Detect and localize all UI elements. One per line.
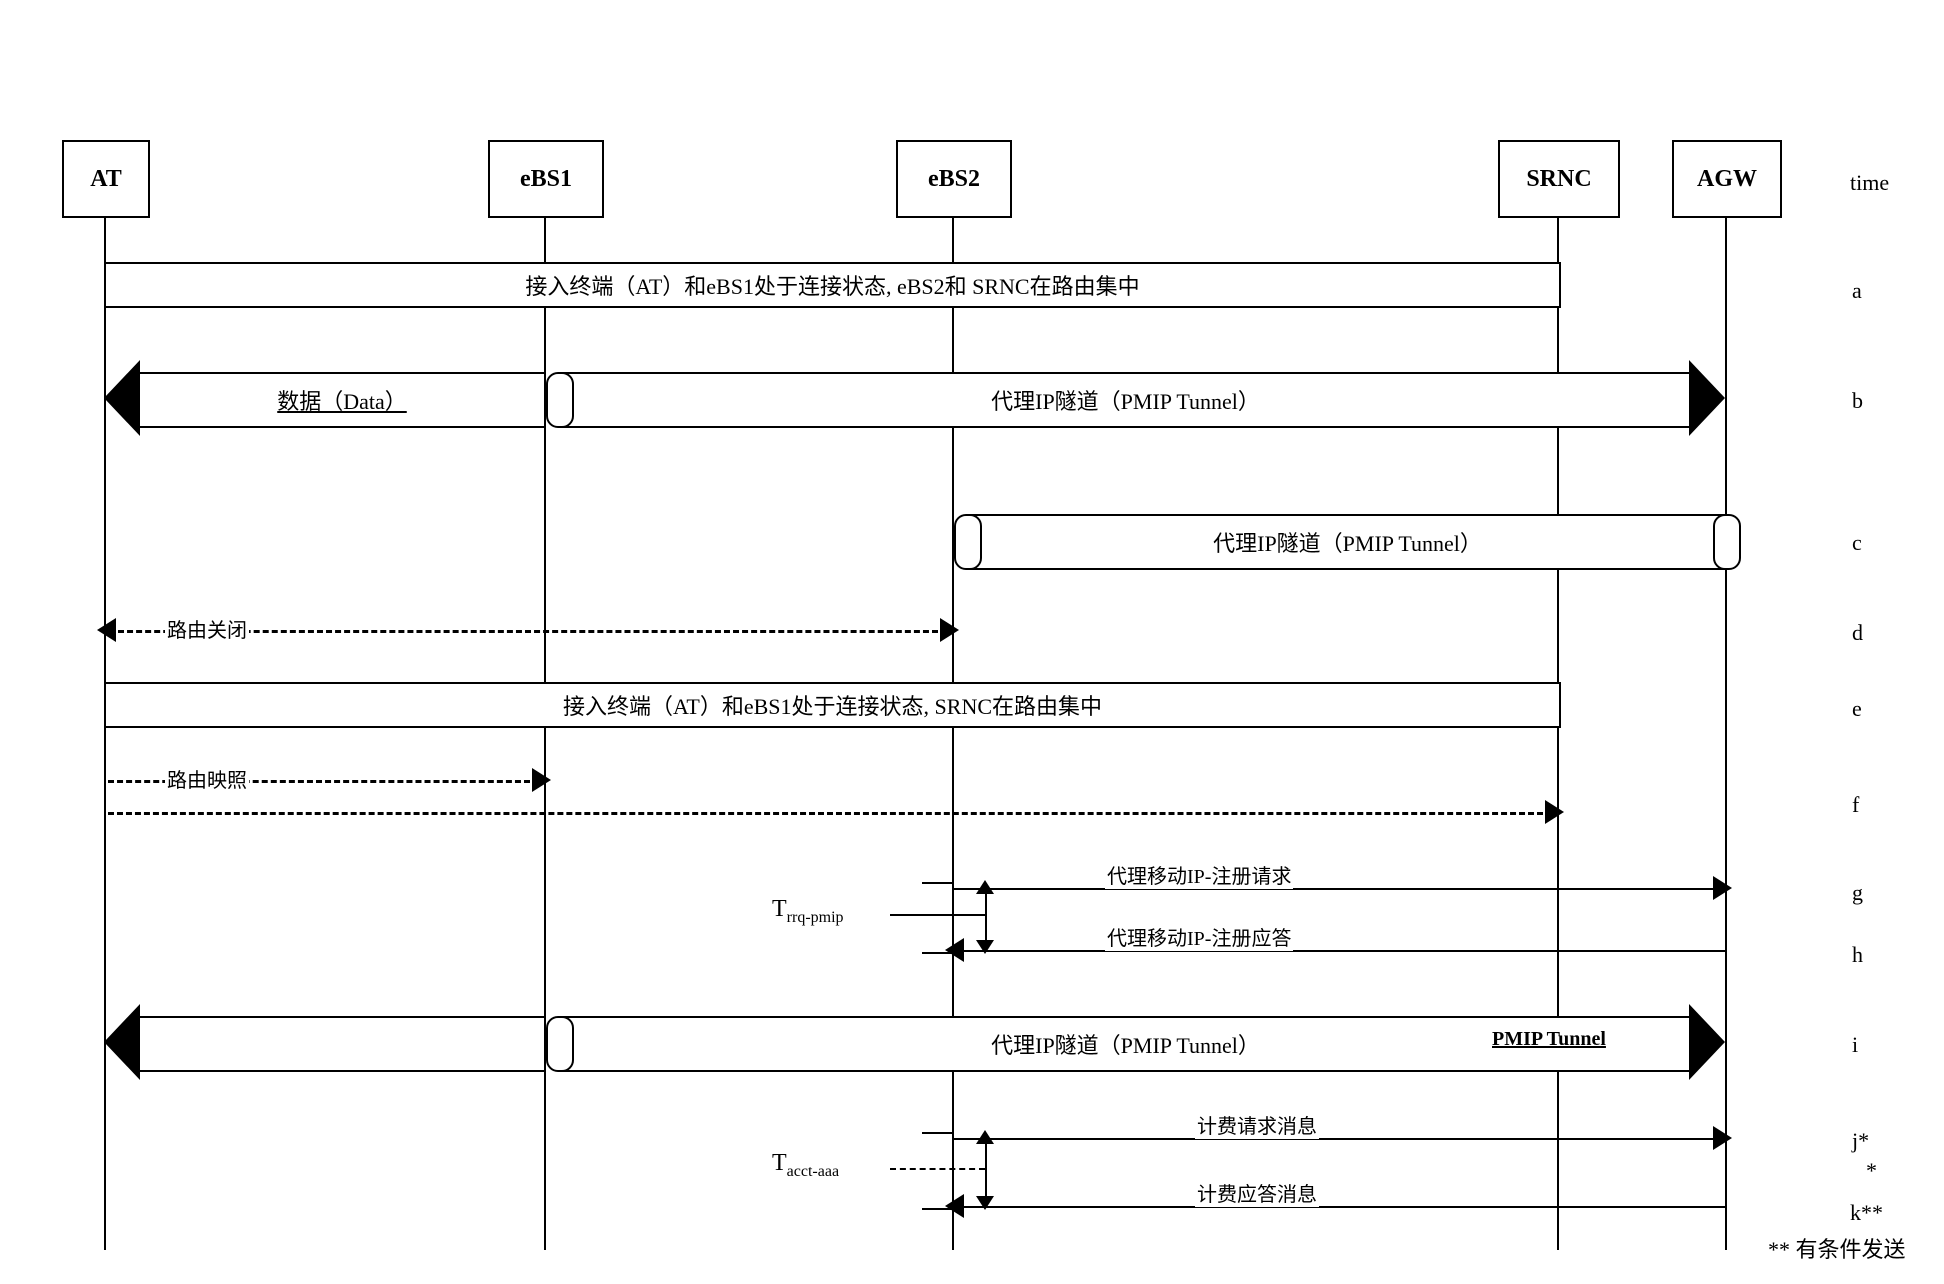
timer-gh-label: Trrq-pmip xyxy=(770,896,846,927)
row-b-data-arrow: 数据（Data） xyxy=(140,372,546,428)
row-i-left-arrow xyxy=(140,1016,546,1072)
time-label-g: g xyxy=(1852,880,1863,906)
time-label-b: b xyxy=(1852,388,1863,414)
time-label-e: e xyxy=(1852,696,1862,722)
row-h-msg xyxy=(952,950,1725,952)
time-label-a: a xyxy=(1852,278,1862,304)
time-label-d: d xyxy=(1852,620,1863,646)
row-g-msg-label: 代理移动IP-注册请求 xyxy=(1105,860,1293,889)
row-j-msg xyxy=(952,1138,1725,1140)
diagram-stage: AT eBS1 eBS2 SRNC AGW time a b c d e f g h i j* * k** ** 有… xyxy=(0,0,1944,1284)
time-label-jn: * xyxy=(1866,1158,1877,1184)
lifeline-srnc xyxy=(1557,214,1559,1250)
row-h-msg-label: 代理移动IP-注册应答 xyxy=(1105,922,1293,951)
actor-srnc: SRNC xyxy=(1498,140,1620,218)
time-label-f: f xyxy=(1852,792,1859,818)
row-e-span: 接入终端（AT）和eBS1处于连接状态, SRNC在路由集中 xyxy=(104,682,1561,728)
row-d-label: 路由关闭 xyxy=(165,614,249,643)
row-g-msg xyxy=(952,888,1725,890)
row-b-pmip-pill: 代理IP隧道（PMIP Tunnel） xyxy=(558,372,1693,428)
lifeline-agw xyxy=(1725,214,1727,1250)
lifeline-ebs2 xyxy=(952,214,954,1250)
time-label-h: h xyxy=(1852,942,1863,968)
actor-ebs2: eBS2 xyxy=(896,140,1012,218)
time-label-k: k** xyxy=(1850,1200,1883,1226)
time-header: time xyxy=(1850,170,1889,196)
actor-ebs1: eBS1 xyxy=(488,140,604,218)
row-k-msg xyxy=(952,1206,1725,1208)
time-label-i: i xyxy=(1852,1032,1858,1058)
row-f-top-label: 路由映照 xyxy=(165,764,249,793)
row-k-msg-label: 计费应答消息 xyxy=(1195,1178,1319,1207)
row-i-extra-label: PMIP Tunnel xyxy=(1490,1028,1608,1051)
lifeline-ebs1 xyxy=(544,214,546,1250)
actor-at: AT xyxy=(62,140,150,218)
row-c-pmip-pill: 代理IP隧道（PMIP Tunnel） xyxy=(966,514,1729,570)
row-a-span: 接入终端（AT）和eBS1处于连接状态, eBS2和 SRNC在路由集中 xyxy=(104,262,1561,308)
actor-agw: AGW xyxy=(1672,140,1782,218)
row-f-bot-dash xyxy=(108,812,1543,815)
time-label-j: j* xyxy=(1852,1128,1869,1154)
timer-jk-label: Tacct-aaa xyxy=(770,1150,841,1181)
time-label-c: c xyxy=(1852,530,1862,556)
row-j-msg-label: 计费请求消息 xyxy=(1195,1110,1319,1139)
time-label-note: ** 有条件发送 xyxy=(1768,1232,1906,1264)
